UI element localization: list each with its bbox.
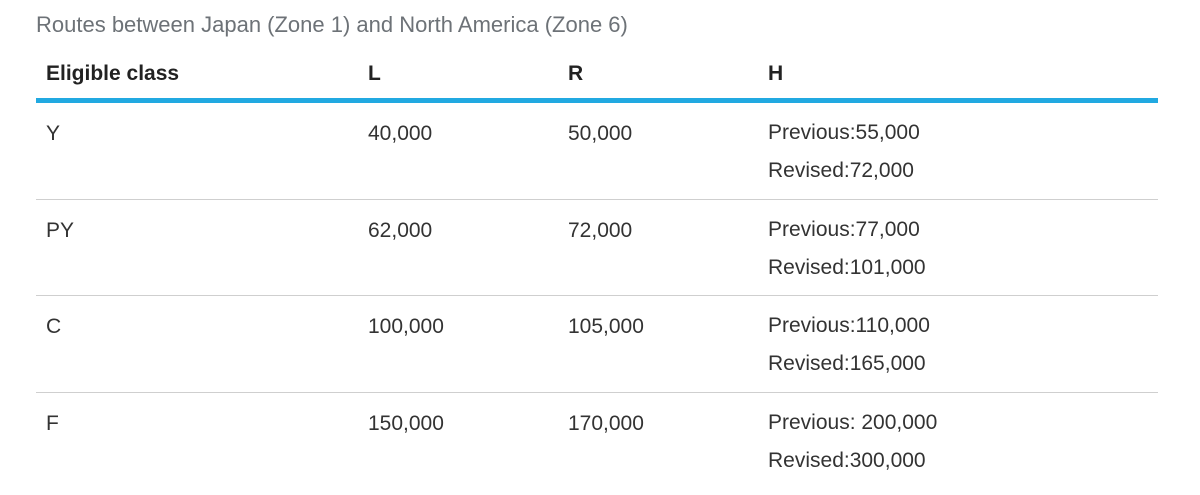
h-revised: Revised:72,000 bbox=[768, 159, 914, 182]
header-l: L bbox=[368, 62, 381, 85]
l-value: 100,000 bbox=[368, 315, 444, 338]
header-eligible-class: Eligible class bbox=[46, 62, 180, 85]
l-value: 62,000 bbox=[368, 219, 433, 242]
l-value: 40,000 bbox=[368, 122, 433, 145]
header-h: H bbox=[768, 62, 784, 85]
h-previous: Previous:55,000 bbox=[768, 121, 920, 144]
h-revised: Revised:300,000 bbox=[768, 449, 926, 472]
h-value: Previous: 200,000 Revised:300,000 bbox=[768, 393, 1158, 489]
table-row: PY 62,000 72,000 Previous:77,000 Revised… bbox=[36, 200, 1158, 296]
class-cell: C bbox=[46, 315, 62, 338]
h-previous: Previous:110,000 bbox=[768, 314, 930, 337]
table-row: Y 40,000 50,000 Previous:55,000 Revised:… bbox=[36, 103, 1158, 200]
r-value: 72,000 bbox=[568, 219, 633, 242]
class-cell: F bbox=[46, 412, 59, 435]
r-value: 105,000 bbox=[568, 315, 644, 338]
class-cell: PY bbox=[46, 219, 75, 242]
table-row: F 150,000 170,000 Previous: 200,000 Revi… bbox=[36, 393, 1158, 489]
table-header-row: Eligible class L R H bbox=[36, 52, 1158, 103]
r-value: 50,000 bbox=[568, 122, 633, 145]
class-cell: Y bbox=[46, 122, 61, 145]
h-value: Previous:77,000 Revised:101,000 bbox=[768, 200, 1158, 295]
h-value: Previous:110,000 Revised:165,000 bbox=[768, 296, 1158, 392]
h-revised: Revised:165,000 bbox=[768, 352, 926, 375]
table-caption: Routes between Japan (Zone 1) and North … bbox=[36, 12, 628, 37]
h-revised: Revised:101,000 bbox=[768, 256, 926, 279]
r-value: 170,000 bbox=[568, 412, 644, 435]
l-value: 150,000 bbox=[368, 412, 444, 435]
h-previous: Previous: 200,000 bbox=[768, 411, 938, 434]
mileage-table: Eligible class L R H Y 40,000 50,000 Pre… bbox=[36, 52, 1158, 489]
h-value: Previous:55,000 Revised:72,000 bbox=[768, 103, 1158, 199]
header-r: R bbox=[568, 62, 584, 85]
table-row: C 100,000 105,000 Previous:110,000 Revis… bbox=[36, 296, 1158, 393]
h-previous: Previous:77,000 bbox=[768, 218, 920, 241]
